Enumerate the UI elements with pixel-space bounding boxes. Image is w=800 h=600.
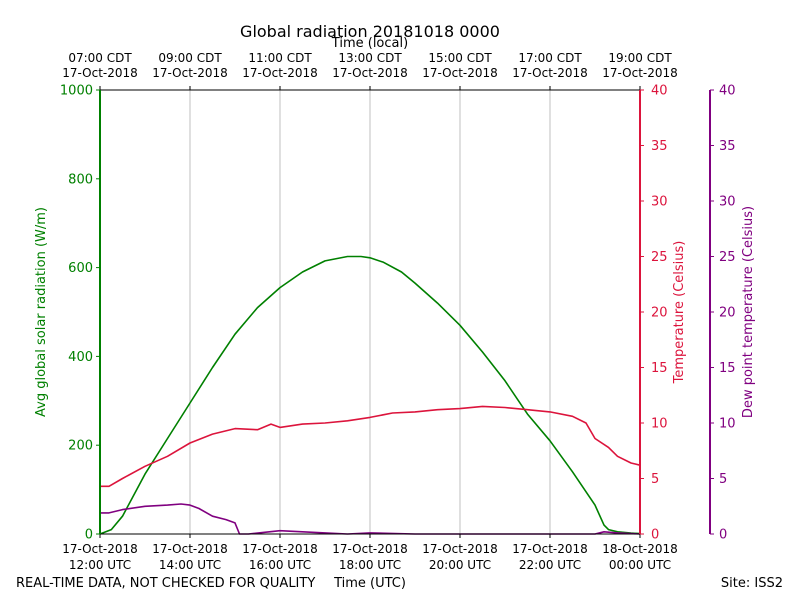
bottom-tick-date: 17-Oct-2018 xyxy=(512,542,588,556)
top-tick-time: 07:00 CDT xyxy=(68,51,132,65)
bottom-tick-time: 20:00 UTC xyxy=(429,558,491,572)
right-tick-label: 15 xyxy=(651,361,668,376)
gridlines xyxy=(189,90,551,534)
top-tick-date: 17-Oct-2018 xyxy=(152,66,228,80)
top-tick-date: 17-Oct-2018 xyxy=(242,66,318,80)
bottom-tick-date: 17-Oct-2018 xyxy=(242,542,318,556)
top-tick-time: 13:00 CDT xyxy=(338,51,402,65)
right-tick-label: 30 xyxy=(651,195,668,210)
right-tick-label: 25 xyxy=(651,250,668,265)
right-tick-label: 5 xyxy=(651,472,659,487)
left-tick-label: 800 xyxy=(68,172,93,187)
chart-title: Global radiation 20181018 0000 xyxy=(240,22,500,41)
far-right-tick-label: 5 xyxy=(719,472,727,487)
left-tick-label: 400 xyxy=(68,350,93,365)
left-axis-label: Avg global solar radiation (W/m) xyxy=(34,207,49,417)
avg-global-solar-radiation-line xyxy=(99,255,641,535)
far-right-tick-label: 20 xyxy=(719,306,736,321)
top-tick-date: 17-Oct-2018 xyxy=(332,66,408,80)
bottom-axis-label: Time (UTC) xyxy=(333,576,406,591)
bottom-tick-date: 18-Oct-2018 xyxy=(602,542,678,556)
top-tick-time: 17:00 CDT xyxy=(518,51,582,65)
far-right-tick-label: 35 xyxy=(719,139,736,154)
right-tick-label: 0 xyxy=(651,528,659,543)
bottom-tick-time: 22:00 UTC xyxy=(519,558,581,572)
left-tick-label: 200 xyxy=(68,439,93,454)
bottom-tick-date: 17-Oct-2018 xyxy=(332,542,408,556)
left-tick-label: 0 xyxy=(85,528,93,543)
far-right-axis-label: Dew point temperature (Celsius) xyxy=(741,206,756,418)
top-tick-time: 15:00 CDT xyxy=(428,51,492,65)
left-tick-label: 1000 xyxy=(60,84,93,99)
footer-site: Site: ISS2 xyxy=(721,576,783,591)
right-axis-label: Temperature (Celsius) xyxy=(672,241,687,385)
bottom-tick-time: 14:00 UTC xyxy=(159,558,221,572)
top-tick-date: 17-Oct-2018 xyxy=(512,66,588,80)
bottom-tick-time: 18:00 UTC xyxy=(339,558,401,572)
far-right-tick-label: 0 xyxy=(719,528,727,543)
top-tick-date: 17-Oct-2018 xyxy=(62,66,138,80)
right-tick-label: 20 xyxy=(651,306,668,321)
bottom-tick-date: 17-Oct-2018 xyxy=(62,542,138,556)
far-right-tick-label: 25 xyxy=(719,250,736,265)
far-right-tick-label: 40 xyxy=(719,84,736,99)
top-axis-label: Time (local) xyxy=(331,36,408,51)
top-tick-date: 17-Oct-2018 xyxy=(602,66,678,80)
top-tick-time: 19:00 CDT xyxy=(608,51,672,65)
bottom-tick-date: 17-Oct-2018 xyxy=(422,542,498,556)
temperature-line xyxy=(100,405,641,488)
ticks-layer: 17-Oct-2018 12:00 UTC 17-Oct-2018 14:00 UTC… xyxy=(60,51,736,572)
top-tick-date: 17-Oct-2018 xyxy=(422,66,498,80)
right-tick-label: 35 xyxy=(651,139,668,154)
bottom-tick-time: 16:00 UTC xyxy=(249,558,311,572)
far-right-tick-label: 10 xyxy=(719,417,736,432)
bottom-tick-time: 12:00 UTC xyxy=(69,558,131,572)
left-tick-label: 600 xyxy=(68,261,93,276)
footer-disclaimer: REAL-TIME DATA, NOT CHECKED FOR QUALITY xyxy=(16,576,315,591)
right-tick-label: 10 xyxy=(651,417,668,432)
far-right-tick-label: 15 xyxy=(719,361,736,376)
bottom-tick-time: 00:00 UTC xyxy=(609,558,671,572)
bottom-tick-date: 17-Oct-2018 xyxy=(152,542,228,556)
top-tick-time: 11:00 CDT xyxy=(248,51,312,65)
right-tick-label: 40 xyxy=(651,84,668,99)
far-right-tick-label: 30 xyxy=(719,195,736,210)
top-tick-time: 09:00 CDT xyxy=(158,51,222,65)
